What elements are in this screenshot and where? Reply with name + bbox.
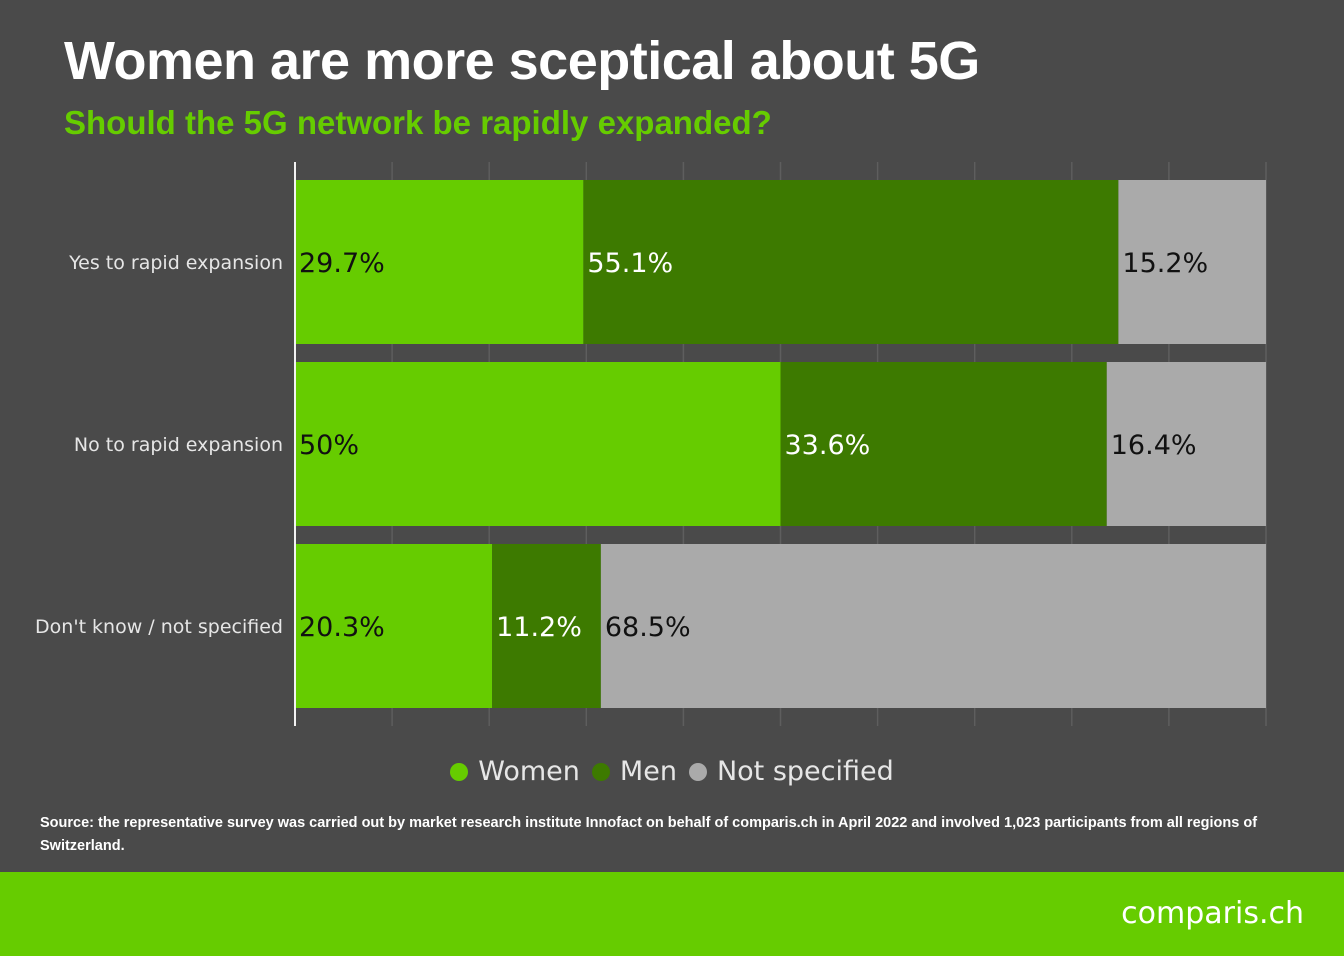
- bar-segment: [295, 180, 584, 344]
- bar-segment: [1118, 180, 1266, 344]
- footer-bar: comparis.ch: [0, 872, 1344, 956]
- data-label: 15.2%: [1122, 248, 1208, 279]
- chart-subtitle: Should the 5G network be rapidly expande…: [64, 104, 772, 141]
- stacked-bar-chart: 29.7% 55.1% 15.2% Yes to rapid expansion 50%…: [35, 162, 1267, 726]
- legend-swatch-women: [450, 762, 469, 781]
- legend-item-women: Women: [450, 756, 580, 787]
- data-label: 50%: [299, 430, 359, 461]
- category-label: No to rapid expansion: [74, 434, 283, 456]
- data-label: 11.2%: [496, 612, 582, 643]
- chart-title: Women are more sceptical about 5G: [64, 31, 980, 91]
- data-label: 16.4%: [1111, 430, 1197, 461]
- category-label: Yes to rapid expansion: [68, 252, 283, 274]
- legend-label-not-specified: Not specified: [716, 756, 894, 787]
- data-label: 29.7%: [299, 248, 385, 279]
- data-label: 55.1%: [587, 248, 673, 279]
- bar-segment: [295, 362, 781, 526]
- bar-segment: [492, 544, 601, 708]
- bar-segment: [780, 362, 1107, 526]
- bar-segment: [295, 544, 493, 708]
- data-label: 68.5%: [605, 612, 691, 643]
- legend-item-men: Men: [591, 756, 677, 787]
- legend-swatch-not-specified: [688, 762, 707, 781]
- bar-segment: [600, 544, 1266, 708]
- category-label: Don't know / not specified: [35, 616, 283, 638]
- bar-segment: [1106, 362, 1266, 526]
- legend-label-men: Men: [619, 756, 677, 787]
- data-label: 20.3%: [299, 612, 385, 643]
- source-note: Source: the representative survey was ca…: [40, 815, 1258, 854]
- legend-item-not-specified: Not specified: [688, 756, 894, 787]
- legend-swatch-men: [591, 762, 610, 781]
- legend-label-women: Women: [478, 756, 580, 787]
- data-label: 33.6%: [785, 430, 871, 461]
- brand-logo: comparis.ch: [1121, 896, 1304, 931]
- chart-legend: Women Men Not specified: [0, 756, 1344, 787]
- bar-segment: [583, 180, 1119, 344]
